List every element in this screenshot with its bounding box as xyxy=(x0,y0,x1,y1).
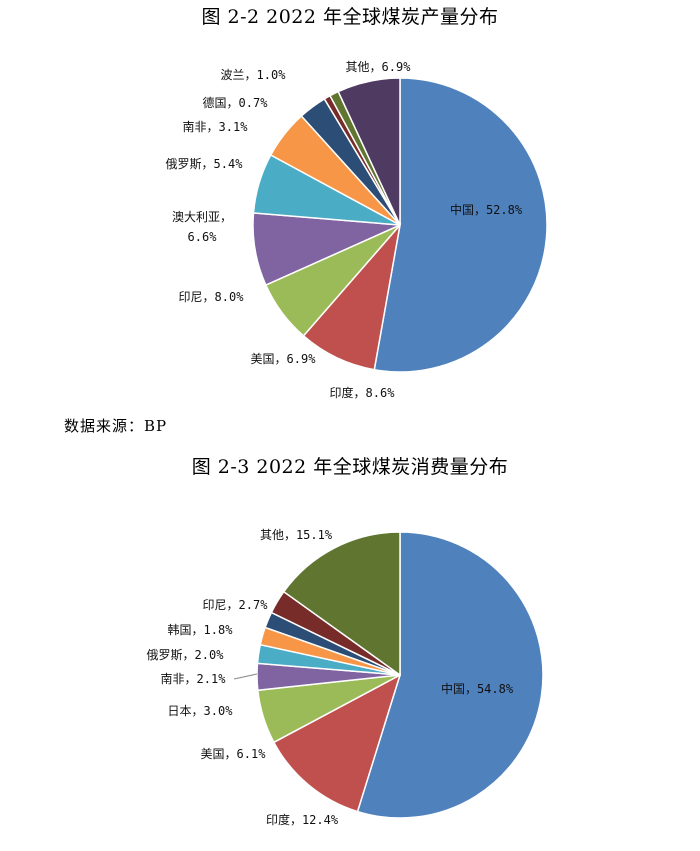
slice-label-0-0: 中国，52.8% xyxy=(450,202,523,217)
chart-title-production: 图 2-2 2022 年全球煤炭产量分布 xyxy=(201,6,499,28)
chart-title-consumption: 图 2-3 2022 年全球煤炭消费量分布 xyxy=(191,456,509,478)
slice-label-1-7: 印尼，2.7% xyxy=(203,598,269,612)
pie-slice-0-0 xyxy=(373,77,548,373)
slice-label-0-6: 南非，3.1% xyxy=(183,119,249,134)
consumption-pie-chart: 中国，54.8% 印度，12.4% 美国，6.1% 日本，3.0% 南非，2.1% 俄罗斯… xyxy=(147,528,544,827)
slice-label-1-5: 俄罗斯，2.0% xyxy=(147,648,225,662)
slice-label-1-4: 南非，2.1% xyxy=(161,671,227,686)
slice-label-0-9: 其他，6.9% xyxy=(346,60,412,74)
slice-label-1-6: 韩国，1.8% xyxy=(168,622,234,637)
slice-label-1-8: 其他，15.1% xyxy=(260,528,333,542)
slice-label-1-0: 中国，54.8% xyxy=(441,681,514,696)
slice-label-1-2: 美国，6.1% xyxy=(201,747,267,761)
production-pie-chart: 中国，52.8% 印度，8.6% 美国，6.9% 印尼，8.0% 澳大利亚， 6.6% 俄罗… xyxy=(166,60,548,400)
slice-label-1-1: 印度，12.4% xyxy=(266,812,339,827)
slice-label-0-1: 印度，8.6% xyxy=(330,385,396,400)
pie-slice-1-1 xyxy=(272,673,402,813)
slice-label-0-7: 德国，0.7% xyxy=(203,95,269,110)
leader-line-1-0 xyxy=(233,673,258,680)
slice-label-0-8: 波兰，1.0% xyxy=(221,68,287,82)
slice-label-0-5: 俄罗斯，5.4% xyxy=(166,157,244,171)
slice-label-0-2: 美国，6.9% xyxy=(251,352,317,366)
slice-label-0-3: 印尼，8.0% xyxy=(179,290,245,304)
pie-slice-0-9 xyxy=(337,77,401,226)
slice-label-0-4: 澳大利亚， 6.6% xyxy=(172,210,232,244)
pie-slice-1-0 xyxy=(356,531,544,819)
slice-label-1-3: 日本，3.0% xyxy=(168,704,234,718)
data-source-note: 数据来源：BP xyxy=(64,417,168,435)
pie-slice-1-8 xyxy=(282,531,401,677)
